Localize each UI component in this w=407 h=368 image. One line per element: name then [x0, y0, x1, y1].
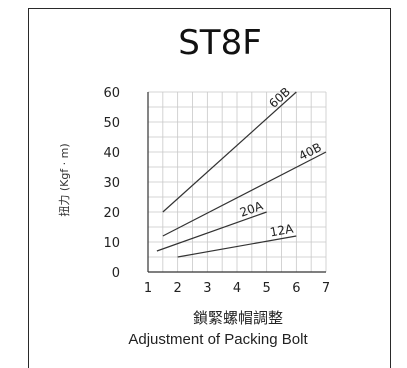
- x-tick-label: 1: [144, 281, 152, 296]
- grid: [148, 91, 327, 272]
- chart-title: ST8F: [178, 23, 262, 63]
- y-tick-label: 60: [103, 86, 120, 101]
- y-axis-label: 扭力 (Kgf · m): [57, 143, 71, 216]
- x-tick-label: 4: [233, 281, 241, 296]
- x-tick-label: 6: [292, 281, 300, 296]
- series-label-12a: 12A: [269, 221, 295, 239]
- x-axis-label-en: Adjustment of Packing Bolt: [128, 331, 308, 348]
- x-tick-label: 2: [174, 281, 182, 296]
- series-line-20a: [156, 211, 267, 252]
- y-tick-label: 10: [103, 236, 120, 251]
- x-axis-label-zh: 鎖緊螺帽調整: [193, 309, 283, 327]
- y-tick-label: 50: [103, 116, 120, 131]
- chart-frame: [28, 8, 391, 368]
- y-tick-label: 30: [103, 176, 120, 191]
- series-line-12a: [177, 235, 297, 258]
- tick-labels: 1 2 3 4 5 6 7 0 10 20 30 40 50 60: [103, 86, 330, 296]
- x-tick-label: 7: [322, 281, 330, 296]
- series-line-60b: [162, 91, 297, 213]
- series-line-40b: [162, 151, 327, 237]
- y-tick-label: 40: [103, 146, 120, 161]
- x-tick-label: 5: [263, 281, 271, 296]
- y-tick-label: 0: [112, 266, 120, 281]
- x-tick-label: 3: [203, 281, 211, 296]
- axes: [147, 92, 326, 273]
- y-tick-label: 20: [103, 206, 120, 221]
